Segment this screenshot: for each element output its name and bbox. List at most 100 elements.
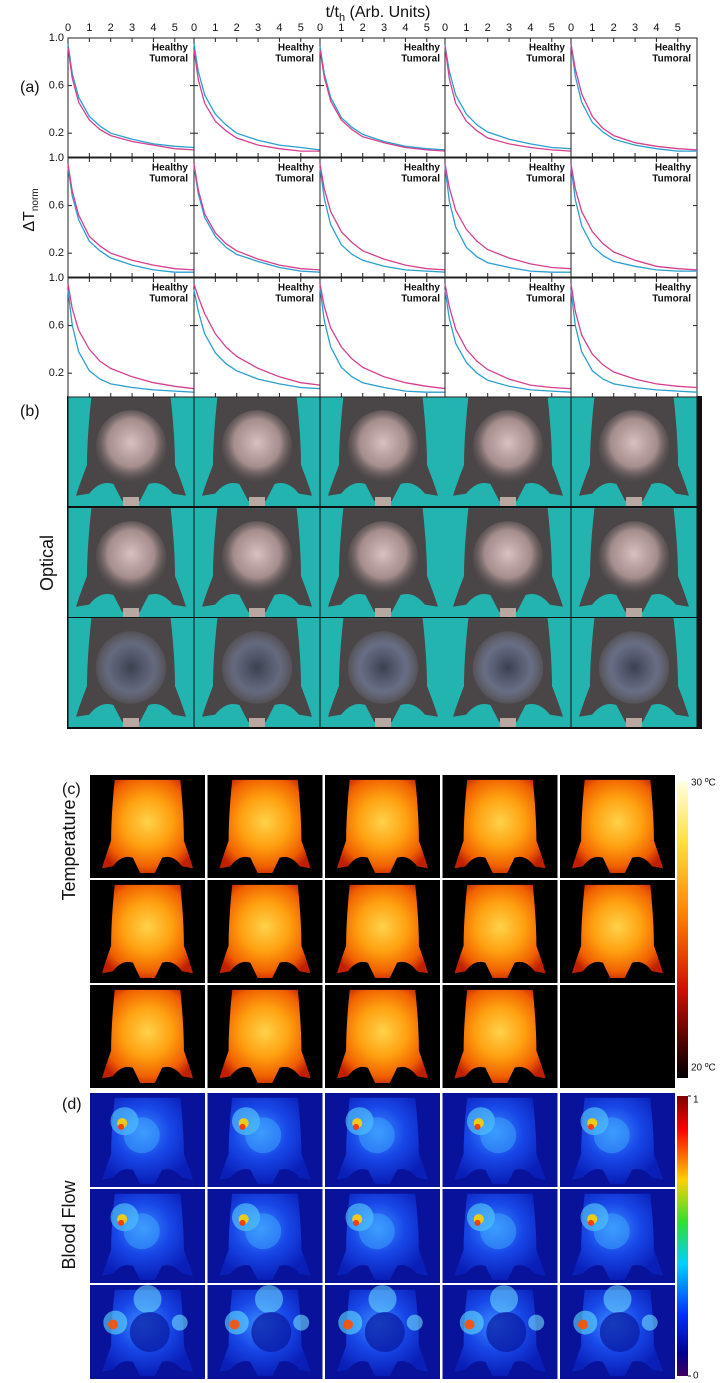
flow-colorbar (677, 1096, 688, 1376)
data-line (67, 47, 195, 151)
plot-frame (67, 157, 195, 278)
thermal-body (219, 779, 311, 873)
data-line (570, 43, 698, 151)
thermal-background (560, 985, 675, 1088)
thermal-body (454, 779, 546, 873)
x-tick-label: 1 (463, 22, 469, 34)
legend-label: Healthy (278, 283, 315, 294)
flow-spot (603, 1285, 632, 1314)
legend-label: Tumoral (149, 54, 188, 65)
x-tick-label: 2 (234, 22, 240, 34)
thermal-body (337, 989, 428, 1083)
x-tick-label: 4 (653, 22, 659, 34)
flow-spot (293, 1314, 310, 1331)
x-tick-label: 1 (589, 22, 595, 34)
plot-frame (444, 277, 572, 398)
x-tick-label: 3 (129, 22, 135, 34)
flow-spot (364, 1312, 405, 1352)
skin-patch (472, 410, 544, 483)
x-tick-label: 2 (360, 22, 366, 34)
skin-patch (347, 521, 419, 594)
flow-spot (641, 1314, 658, 1331)
skin-patch (347, 410, 419, 483)
plot-frame (193, 37, 321, 158)
y-axis-title: ΔTnorm (21, 188, 40, 231)
data-line (67, 163, 195, 271)
y-tick-label: 1.0 (49, 152, 64, 164)
x-tick-label: 5 (172, 22, 178, 34)
tail-area (375, 718, 391, 727)
flow-spot (343, 1319, 353, 1330)
tail-area (375, 497, 391, 506)
flow-spot (255, 1285, 283, 1314)
data-line (193, 163, 321, 271)
data-line (193, 43, 321, 151)
tail-area (626, 497, 642, 506)
data-line (570, 289, 698, 393)
x-tick-label: 3 (381, 22, 387, 34)
skin-patch (95, 410, 167, 483)
plot-frame (193, 277, 321, 398)
flow-spot (486, 1312, 527, 1352)
x-tick-label: 0 (442, 22, 448, 34)
data-line (67, 167, 194, 273)
x-tick-label: 0 (568, 22, 574, 34)
legend-label: Tumoral (401, 174, 440, 185)
data-line (444, 44, 572, 150)
legend-label: Healthy (152, 163, 189, 174)
flow-spot (593, 1117, 630, 1154)
data-line (319, 49, 447, 152)
flow-spot (251, 1312, 292, 1352)
x-tick-label: 5 (549, 22, 555, 34)
y-axis-title-main: ΔT (21, 211, 38, 232)
row-label: Temperature (59, 799, 79, 900)
flow-spot (358, 1117, 395, 1154)
legend-label: Tumoral (275, 174, 314, 185)
plot-frame (67, 37, 195, 158)
colorbar-label: 20 ºC (691, 1063, 716, 1074)
legend-label: Tumoral (401, 294, 440, 305)
plot-frame (193, 157, 321, 278)
tail-area (375, 608, 391, 617)
x-axis-title-rest: (Arb. Units) (345, 4, 430, 21)
colorbar-label: 30 ºC (691, 778, 716, 789)
data-line (570, 283, 698, 389)
legend-label: Healthy (529, 163, 566, 174)
flow-spot (353, 1123, 360, 1130)
y-tick-label: 0.2 (49, 127, 64, 139)
thermal-body (219, 884, 311, 978)
legend-label: Tumoral (652, 294, 691, 305)
thermal-body (337, 884, 428, 978)
skin-patch (472, 631, 544, 704)
skin-patch (95, 631, 167, 704)
y-tick-label: 1.0 (49, 32, 64, 44)
flow-spot (588, 1123, 595, 1130)
panel-label: (a) (20, 79, 40, 96)
data-line (67, 283, 195, 390)
legend-label: Tumoral (526, 174, 565, 185)
tail-area (249, 608, 265, 617)
legend-label: Healthy (404, 163, 441, 174)
data-line (444, 289, 572, 393)
y-tick-label: 0.2 (49, 247, 64, 259)
flow-spot (118, 1123, 125, 1130)
skin-patch (347, 631, 419, 704)
data-line (570, 166, 697, 272)
data-line (319, 46, 447, 151)
flow-spot (406, 1314, 423, 1331)
flow-spot (464, 1319, 475, 1330)
x-tick-label: 3 (255, 22, 261, 34)
flow-spot (490, 1285, 518, 1314)
skin-patch (598, 521, 670, 594)
colorbar-tick-label: 1 (693, 1095, 699, 1106)
legend-label: Tumoral (526, 294, 565, 305)
legend-label: Tumoral (275, 54, 314, 65)
x-tick-label: 4 (276, 22, 282, 34)
flow-spot (578, 1319, 588, 1330)
flow-spot (108, 1319, 118, 1330)
flow-spot (480, 1117, 517, 1154)
data-line (319, 287, 446, 393)
flow-spot (171, 1314, 188, 1331)
legend-label: Tumoral (149, 174, 188, 185)
